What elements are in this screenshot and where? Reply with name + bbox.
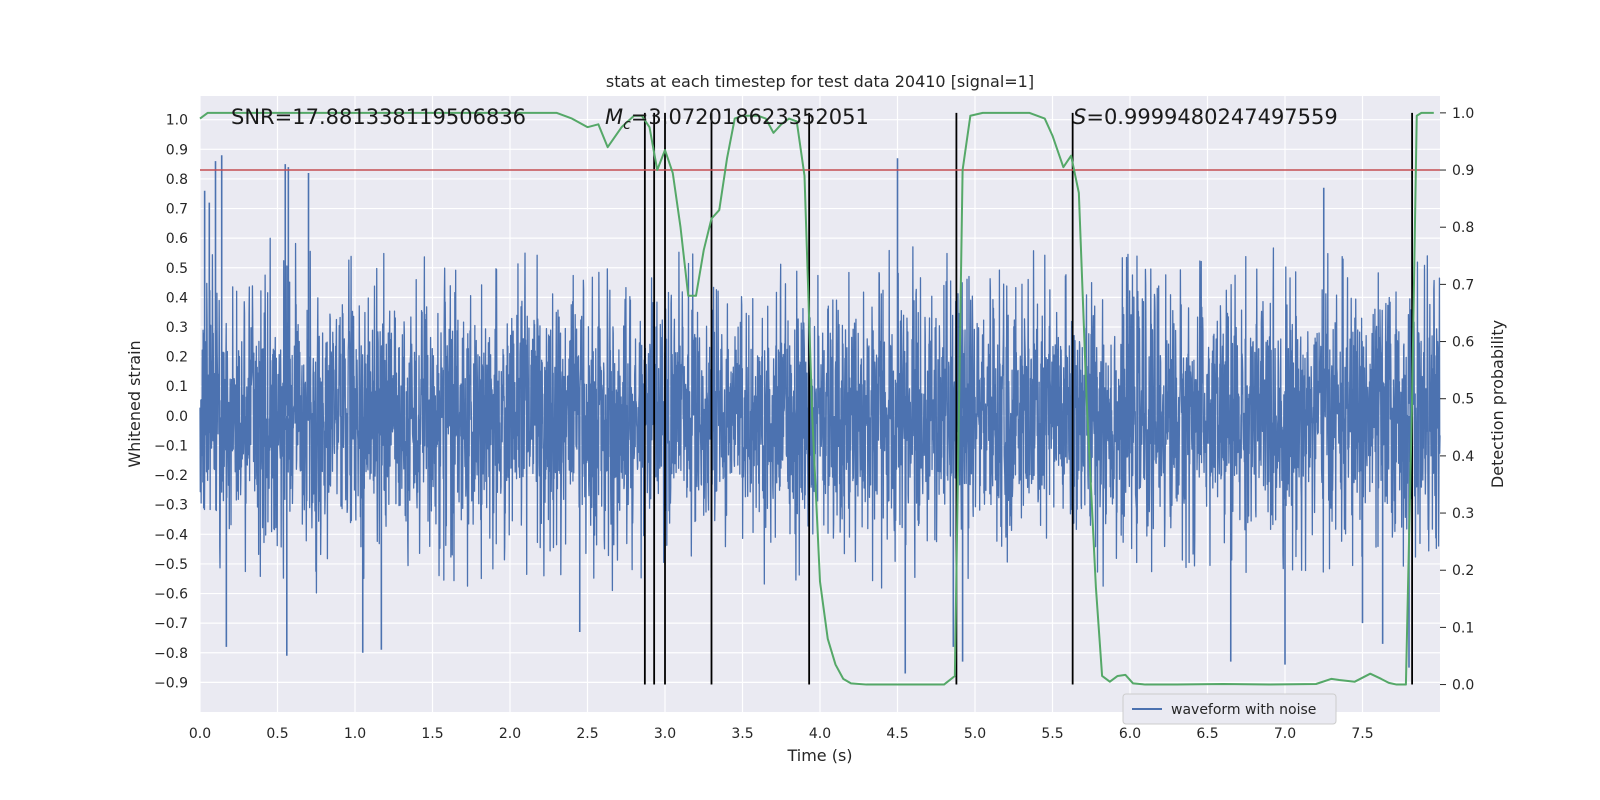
y2-tick-label: 0.1 [1452, 620, 1474, 636]
right-axis-ticks: 0.0 0.1 0.2 0.3 0.4 0.5 0.6 0.7 0.8 0.9 1.0 [1440, 106, 1474, 694]
y-tick-label: −0.9 [154, 675, 188, 691]
x-tick-label: 5.5 [1041, 726, 1063, 742]
y-tick-label: −0.8 [154, 646, 188, 662]
y-tick-label: 0.1 [166, 379, 188, 395]
legend-box [1122, 693, 1337, 725]
y-tick-label: −0.1 [154, 438, 188, 454]
x-tick-label: 5.0 [964, 726, 986, 742]
y-tick-label: 0.6 [166, 231, 188, 247]
chirp-mass-value: =3.072018623352051 [631, 105, 869, 129]
spin-annotation: S=0.9999480247497559 [1073, 105, 1338, 129]
snr-annotation: SNR=17.881338119506836 [231, 105, 526, 129]
x-tick-label: 2.0 [499, 726, 521, 742]
x-tick-label: 0.0 [189, 726, 211, 742]
x-tick-label: 7.5 [1351, 726, 1373, 742]
y-tick-label: 0.8 [166, 172, 188, 188]
y-tick-label: −0.3 [154, 498, 188, 514]
x-tick-label: 6.5 [1196, 726, 1218, 742]
x-tick-label: 6.0 [1119, 726, 1141, 742]
y2-tick-label: 0.9 [1452, 163, 1474, 179]
x-axis-label: Time (s) [786, 746, 852, 765]
chirp-mass-symbol: M [605, 105, 623, 129]
y2-tick-label: 0.5 [1452, 392, 1474, 408]
y-tick-label: 0.0 [166, 409, 188, 425]
y-tick-label: −0.6 [154, 587, 188, 603]
x-tick-label: 3.5 [731, 726, 753, 742]
y-tick-label: 0.4 [166, 290, 188, 306]
y-tick-label: −0.5 [154, 557, 188, 573]
y-tick-label: 0.9 [166, 142, 188, 158]
y2-tick-label: 0.0 [1452, 678, 1474, 694]
y2-tick-label: 0.6 [1452, 335, 1474, 351]
x-tick-label: 0.5 [266, 726, 288, 742]
y2-tick-label: 1.0 [1452, 106, 1474, 122]
y-tick-label: −0.7 [154, 616, 188, 632]
chirp-mass-subscript: c [623, 117, 631, 133]
y-tick-label: 0.7 [166, 202, 188, 218]
y-tick-label: 0.2 [166, 350, 188, 366]
spin-symbol: S [1073, 105, 1086, 129]
y-tick-label: −0.4 [154, 527, 188, 543]
x-tick-label: 7.0 [1274, 726, 1296, 742]
x-tick-label: 3.0 [654, 726, 676, 742]
y-axis-label: Whitened strain [125, 340, 144, 467]
y2-tick-label: 0.2 [1452, 563, 1474, 579]
legend: waveform with noise [1122, 693, 1337, 725]
x-tick-label: 1.0 [344, 726, 366, 742]
y-tick-label: 0.5 [166, 261, 188, 277]
x-tick-label: 4.0 [809, 726, 831, 742]
waveform-line [199, 237, 1441, 594]
y2-axis-label: Detection probability [1488, 320, 1507, 488]
y-tick-label: 0.3 [166, 320, 188, 336]
probability-line [199, 111, 1434, 686]
waveform-series [199, 155, 1441, 674]
y2-tick-label: 0.8 [1452, 220, 1474, 236]
y-tick-label: −0.2 [154, 468, 188, 484]
y-tick-label: 1.0 [166, 113, 188, 129]
x-tick-label: 4.5 [886, 726, 908, 742]
y2-tick-label: 0.4 [1452, 449, 1474, 465]
x-tick-label: 2.5 [576, 726, 598, 742]
y2-tick-label: 0.7 [1452, 277, 1474, 293]
y2-tick-label: 0.3 [1452, 506, 1474, 522]
chart-title: stats at each timestep for test data 204… [606, 72, 1034, 91]
x-axis-ticks: 0.0 0.5 1.0 1.5 2.0 2.5 3.0 3.5 4.0 4.5 5.0 5.5 6.0 6… [189, 726, 1374, 742]
waveform-peaks [203, 155, 1410, 674]
chirp-mass-annotation: Mc=3.072018623352051 [605, 105, 869, 133]
left-axis-ticks: −0.9 −0.8 −0.7 −0.6 −0.5 −0.4 −0.3 −0.2 −0.1 0.0 0… [154, 113, 188, 692]
probability-series [199, 111, 1434, 686]
spin-value: =0.9999480247497559 [1086, 105, 1337, 129]
legend-label-waveform: waveform with noise [1171, 702, 1316, 718]
x-tick-label: 1.5 [421, 726, 443, 742]
